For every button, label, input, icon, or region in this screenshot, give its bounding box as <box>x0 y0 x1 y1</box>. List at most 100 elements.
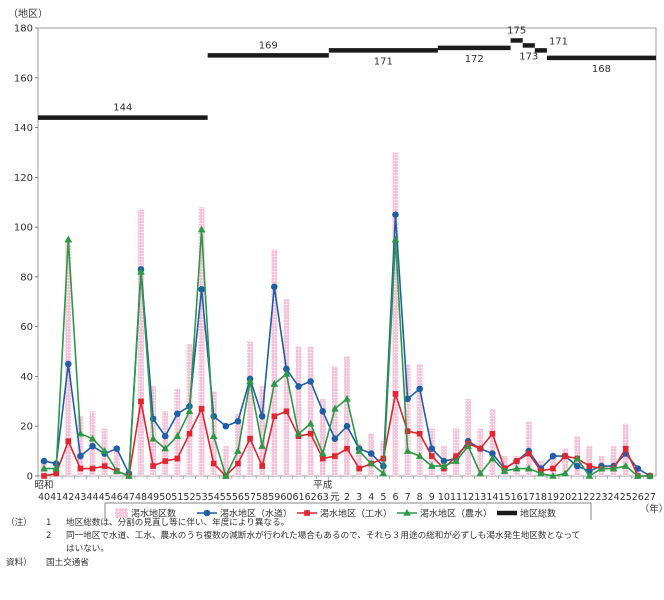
point-industrial-water <box>562 453 568 459</box>
point-industrial-water <box>332 453 338 459</box>
x-tick-label: 5 <box>380 492 386 503</box>
x-tick-label: 10 <box>438 492 450 503</box>
x-tick-label: 40 <box>38 492 50 503</box>
point-water-supply <box>113 445 121 452</box>
point-agricultural-water <box>500 467 509 474</box>
point-water-supply <box>319 407 327 415</box>
bar <box>222 446 229 476</box>
bar <box>198 207 205 476</box>
point-agricultural-water <box>428 462 436 469</box>
point-industrial-water <box>356 465 362 472</box>
note-label: （注） <box>6 518 32 528</box>
bar <box>259 386 266 476</box>
point-water-supply <box>549 452 557 460</box>
point-agricultural-water <box>331 404 339 412</box>
point-agricultural-water <box>379 469 388 477</box>
x-tick-label: 18 <box>535 492 547 503</box>
point-industrial-water <box>307 430 314 437</box>
x-tick-label: 58 <box>256 492 268 503</box>
point-agricultural-water <box>52 464 60 472</box>
point-water-supply <box>270 283 278 291</box>
legend-marker-triangle <box>403 509 411 516</box>
point-agricultural-water <box>621 462 630 469</box>
x-tick-label: 63 <box>317 492 329 503</box>
total-segment-label: 171 <box>549 36 568 47</box>
total-district-series: 144 169 171 172 175 173 171 168 <box>38 25 656 120</box>
bar <box>344 356 350 476</box>
point-agricultural-water <box>476 469 485 477</box>
bar <box>610 446 617 476</box>
bar <box>162 411 169 476</box>
y-tick-label: 100 <box>14 223 33 234</box>
point-industrial-water <box>186 430 193 437</box>
point-industrial-water <box>453 453 459 459</box>
point-industrial-water <box>477 445 484 452</box>
bar <box>271 249 278 476</box>
bar <box>331 366 338 476</box>
point-agricultural-water <box>76 429 85 437</box>
point-industrial-water <box>404 428 411 434</box>
point-industrial-water <box>550 465 556 472</box>
y-tick-label: 40 <box>20 372 33 383</box>
x-tick-label: 54 <box>208 492 220 503</box>
bar <box>416 364 423 476</box>
point-agricultural-water <box>512 464 521 472</box>
point-water-supply <box>416 385 424 393</box>
point-industrial-water <box>89 465 96 472</box>
point-agricultural-water <box>464 442 472 449</box>
point-agricultural-water <box>561 469 569 477</box>
point-agricultural-water <box>343 394 351 402</box>
total-segment-label: 171 <box>374 56 393 67</box>
y-tick-label: 140 <box>14 123 33 134</box>
point-water-supply <box>367 450 375 457</box>
point-industrial-water <box>41 473 47 479</box>
point-water-supply <box>234 417 242 425</box>
point-agricultural-water <box>609 464 618 472</box>
point-water-supply <box>307 378 314 385</box>
point-agricultural-water <box>537 469 545 477</box>
x-tick-label: 12 <box>462 492 474 503</box>
x-tick-label: 46 <box>111 492 123 503</box>
x-tick-label: 24 <box>608 492 620 503</box>
x-tick-label: 17 <box>523 492 535 503</box>
x-tick-label: 9 <box>429 492 435 503</box>
x-tick-label: 26 <box>632 492 644 503</box>
point-water-supply <box>573 462 581 470</box>
point-industrial-water <box>77 465 84 472</box>
y-tick-label: 20 <box>20 422 33 433</box>
point-industrial-water <box>525 450 532 457</box>
point-agricultural-water <box>149 434 157 442</box>
x-tick-label: 23 <box>595 492 607 503</box>
point-industrial-water <box>101 463 108 469</box>
point-industrial-water <box>489 430 496 437</box>
point-agricultural-water <box>306 419 315 427</box>
point-agricultural-water <box>440 462 448 469</box>
x-tick-label: 25 <box>620 492 632 503</box>
point-agricultural-water <box>597 464 606 472</box>
x-tick-label: 49 <box>147 492 159 503</box>
point-industrial-water <box>150 463 156 469</box>
point-agricultural-water <box>634 472 642 479</box>
bar <box>319 398 326 476</box>
point-agricultural-water <box>294 429 303 437</box>
point-agricultural-water <box>88 434 97 442</box>
note-2-text: 同一地区で水道、工水、農水のうち複数の減断水が行われた場合もあるので、それら３用… <box>66 531 581 541</box>
point-water-supply <box>258 412 266 420</box>
point-industrial-water <box>138 398 144 405</box>
x-tick-label: 60 <box>280 492 292 503</box>
era-label: 昭和 <box>35 480 54 491</box>
point-water-supply <box>634 465 642 472</box>
point-industrial-water <box>235 460 241 467</box>
legend: 渇水地区数 渇水地区（水道） 渇水地区（工水） 渇水地区（農水） 地区総数 <box>104 502 592 520</box>
point-water-supply <box>64 360 72 368</box>
x-tick-label: 56 <box>232 492 244 503</box>
note-1: （注） 1 地区総数は、分割の見直し等に伴い、年度により異なる。 <box>6 517 289 529</box>
point-industrial-water <box>283 408 290 415</box>
point-industrial-water <box>198 406 205 412</box>
point-agricultural-water <box>524 464 533 472</box>
note-2: 2 同一地区で水道、工水、農水のうち複数の減断水が行われた場合もあるので、それら３… <box>6 530 580 542</box>
x-tick-label: 48 <box>135 492 147 503</box>
point-agricultural-water <box>403 447 412 454</box>
point-agricultural-water <box>646 472 654 479</box>
point-industrial-water <box>53 470 59 477</box>
